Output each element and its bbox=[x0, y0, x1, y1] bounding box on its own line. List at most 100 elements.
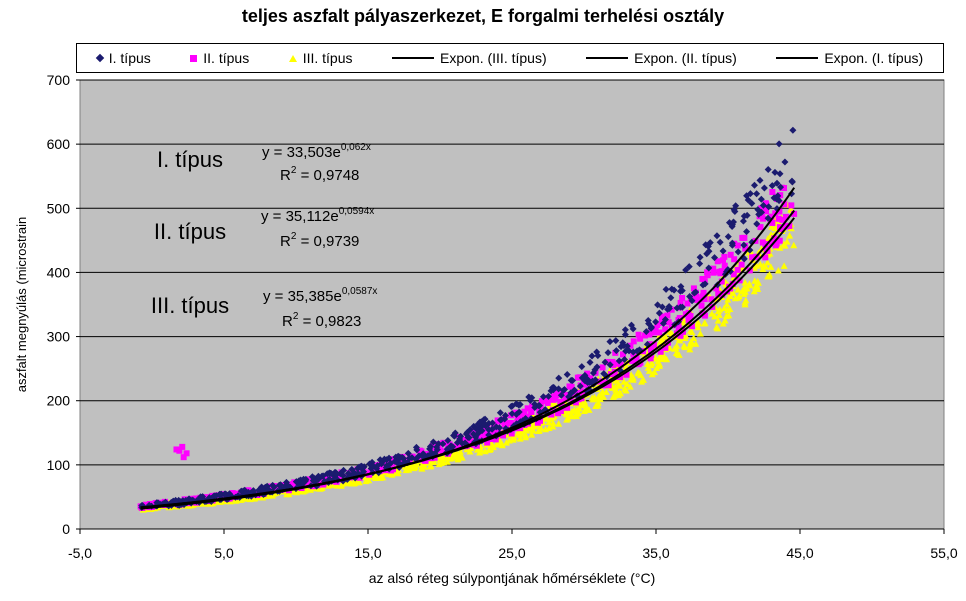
data-point-3 bbox=[687, 338, 695, 345]
data-point-1 bbox=[758, 208, 766, 216]
data-point-1 bbox=[685, 263, 693, 271]
data-point-3 bbox=[656, 362, 664, 369]
data-point-1 bbox=[621, 326, 629, 334]
data-point-3 bbox=[563, 416, 571, 423]
data-point-1 bbox=[507, 402, 515, 410]
data-point-1 bbox=[673, 304, 681, 312]
data-point-1 bbox=[497, 416, 505, 424]
data-point-1 bbox=[696, 253, 704, 261]
equation-exponent: 0,0594x bbox=[339, 206, 375, 217]
data-point-1 bbox=[197, 493, 205, 501]
equation-base: y = 35,112e bbox=[261, 208, 339, 225]
annotation-series-label: III. típus bbox=[151, 293, 229, 318]
y-tick-label: 400 bbox=[47, 264, 71, 280]
data-point-3 bbox=[787, 205, 795, 213]
data-point-3 bbox=[754, 279, 762, 286]
data-point-3 bbox=[599, 392, 607, 399]
data-point-2 bbox=[356, 474, 363, 481]
data-point-2 bbox=[775, 215, 782, 222]
data-point-2 bbox=[713, 285, 720, 292]
data-point-1 bbox=[655, 309, 663, 317]
data-point-2 bbox=[741, 234, 748, 241]
data-point-3 bbox=[307, 486, 315, 493]
data-point-3 bbox=[327, 481, 335, 488]
equation-exponent: 0,062x bbox=[341, 142, 371, 153]
data-point-2 bbox=[232, 490, 239, 497]
data-point-1 bbox=[705, 264, 713, 272]
data-point-3 bbox=[456, 448, 464, 455]
legend-item-series-1: I. típus bbox=[95, 50, 151, 66]
data-point-2 bbox=[437, 447, 444, 454]
data-point-2 bbox=[698, 302, 705, 309]
data-point-2 bbox=[677, 299, 684, 306]
data-point-2 bbox=[484, 439, 491, 446]
data-point-3 bbox=[686, 345, 694, 353]
data-point-1 bbox=[275, 481, 283, 489]
data-point-1 bbox=[732, 202, 740, 210]
data-point-1 bbox=[652, 318, 660, 326]
data-point-3 bbox=[617, 389, 625, 397]
data-point-2 bbox=[777, 226, 784, 233]
data-point-1 bbox=[719, 247, 727, 255]
legend-label: II. típus bbox=[203, 50, 250, 66]
data-point-1 bbox=[648, 323, 656, 331]
data-point-3 bbox=[602, 388, 610, 395]
legend-item-series-3: III. típus bbox=[288, 50, 353, 66]
data-point-2 bbox=[760, 215, 767, 222]
data-point-2 bbox=[656, 329, 663, 336]
plot-marks bbox=[137, 126, 798, 513]
data-point-2 bbox=[629, 357, 636, 364]
data-point-3 bbox=[408, 464, 416, 471]
data-point-2 bbox=[659, 313, 666, 320]
data-point-2 bbox=[710, 265, 717, 272]
data-point-1 bbox=[569, 377, 577, 385]
data-point-2 bbox=[417, 447, 424, 454]
data-point-2 bbox=[786, 222, 793, 229]
data-point-1 bbox=[586, 358, 594, 366]
data-point-3 bbox=[489, 443, 497, 451]
line-marker-icon bbox=[776, 57, 819, 59]
r2-prefix: R bbox=[280, 233, 291, 250]
data-point-1 bbox=[775, 140, 783, 148]
data-point-3 bbox=[537, 424, 545, 431]
data-point-1 bbox=[677, 283, 685, 291]
data-point-1 bbox=[642, 328, 650, 336]
data-point-1 bbox=[457, 432, 465, 440]
data-point-2 bbox=[558, 402, 565, 409]
data-point-3 bbox=[742, 296, 750, 304]
data-point-3 bbox=[531, 422, 539, 430]
data-point-3 bbox=[756, 260, 764, 268]
data-point-2 bbox=[718, 278, 725, 285]
data-point-1 bbox=[612, 337, 620, 345]
data-point-3 bbox=[521, 433, 529, 441]
data-point-2 bbox=[710, 269, 717, 276]
data-point-3 bbox=[473, 446, 481, 453]
annotation-r2: R2 = 0,9739 bbox=[280, 231, 359, 250]
data-point-2 bbox=[529, 403, 536, 410]
data-point-2 bbox=[303, 481, 310, 488]
data-point-3 bbox=[715, 311, 723, 318]
data-point-3 bbox=[754, 285, 762, 292]
data-point-3 bbox=[430, 458, 438, 466]
data-point-1 bbox=[746, 190, 754, 198]
data-point-1 bbox=[664, 305, 672, 313]
data-point-3 bbox=[723, 300, 731, 308]
data-point-1 bbox=[555, 385, 563, 393]
data-point-2 bbox=[762, 200, 769, 207]
data-point-2 bbox=[729, 280, 736, 287]
data-point-2 bbox=[568, 383, 575, 390]
data-point-3 bbox=[377, 474, 385, 481]
data-point-2 bbox=[648, 345, 655, 352]
data-point-1 bbox=[369, 462, 377, 470]
data-point-2 bbox=[650, 341, 657, 348]
data-point-3 bbox=[724, 296, 732, 303]
equation-exponent: 0,0587x bbox=[342, 286, 378, 297]
data-point-2 bbox=[677, 332, 684, 339]
data-point-1 bbox=[495, 424, 503, 432]
data-point-1 bbox=[706, 239, 714, 247]
data-point-2 bbox=[557, 398, 564, 405]
data-point-3 bbox=[555, 420, 563, 427]
data-point-2 bbox=[700, 289, 707, 296]
data-point-1 bbox=[774, 192, 782, 200]
x-tick-label: 5,0 bbox=[214, 545, 234, 561]
